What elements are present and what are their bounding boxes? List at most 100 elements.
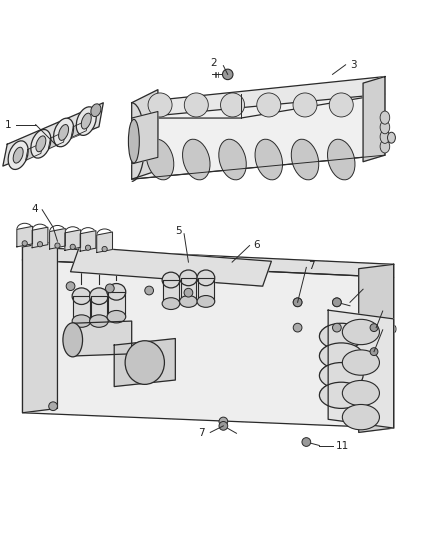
Ellipse shape (197, 270, 215, 286)
Polygon shape (73, 321, 132, 356)
Ellipse shape (162, 272, 180, 288)
Ellipse shape (328, 139, 355, 180)
Polygon shape (48, 131, 66, 149)
Ellipse shape (59, 125, 69, 140)
Text: 8: 8 (365, 284, 372, 293)
Ellipse shape (53, 118, 74, 147)
Ellipse shape (388, 132, 396, 143)
Ellipse shape (180, 270, 197, 286)
Polygon shape (132, 90, 158, 179)
Polygon shape (71, 247, 272, 286)
Circle shape (293, 298, 302, 306)
Ellipse shape (343, 319, 379, 345)
Ellipse shape (36, 136, 46, 152)
Ellipse shape (380, 130, 390, 143)
Polygon shape (25, 142, 43, 160)
Polygon shape (73, 296, 90, 321)
Ellipse shape (291, 139, 319, 180)
Ellipse shape (380, 111, 390, 124)
Polygon shape (65, 230, 81, 251)
Text: 7: 7 (198, 429, 205, 438)
Circle shape (106, 284, 114, 293)
Circle shape (22, 241, 27, 246)
Ellipse shape (81, 113, 91, 129)
Polygon shape (71, 120, 88, 138)
Polygon shape (359, 264, 394, 432)
Ellipse shape (76, 107, 96, 135)
Circle shape (219, 422, 228, 430)
Ellipse shape (183, 139, 210, 180)
Polygon shape (363, 77, 385, 161)
Ellipse shape (125, 341, 164, 384)
Ellipse shape (180, 295, 197, 308)
Circle shape (66, 282, 75, 290)
Ellipse shape (319, 343, 363, 369)
Polygon shape (132, 94, 385, 179)
Polygon shape (328, 310, 394, 428)
Circle shape (370, 324, 378, 332)
Circle shape (332, 323, 341, 332)
Ellipse shape (293, 93, 317, 117)
Circle shape (102, 246, 107, 252)
Circle shape (332, 298, 341, 306)
Ellipse shape (63, 323, 82, 357)
Ellipse shape (343, 381, 379, 406)
Text: 6: 6 (253, 240, 260, 249)
Circle shape (145, 286, 153, 295)
Ellipse shape (319, 382, 363, 408)
Polygon shape (132, 77, 385, 118)
Circle shape (70, 244, 75, 249)
Circle shape (302, 438, 311, 446)
Polygon shape (108, 292, 125, 317)
Circle shape (55, 243, 60, 248)
Circle shape (370, 348, 378, 356)
Ellipse shape (184, 93, 208, 117)
Polygon shape (91, 296, 107, 321)
Ellipse shape (13, 147, 23, 163)
Polygon shape (132, 111, 158, 164)
Text: 1: 1 (5, 119, 12, 130)
Circle shape (49, 402, 57, 410)
Text: 5: 5 (175, 225, 182, 236)
Text: 4: 4 (31, 204, 38, 214)
Ellipse shape (72, 315, 91, 327)
Ellipse shape (380, 120, 390, 134)
Text: 10: 10 (385, 325, 398, 335)
Text: 9: 9 (385, 305, 392, 315)
Ellipse shape (128, 119, 139, 163)
Text: 11: 11 (336, 440, 349, 450)
Circle shape (293, 298, 302, 306)
Ellipse shape (72, 288, 91, 304)
Ellipse shape (91, 104, 101, 117)
Text: 2: 2 (210, 59, 217, 68)
Ellipse shape (343, 350, 379, 375)
Polygon shape (22, 260, 394, 428)
Ellipse shape (219, 139, 246, 180)
Text: 3: 3 (350, 60, 357, 70)
Ellipse shape (197, 295, 215, 308)
Polygon shape (32, 227, 48, 248)
Polygon shape (80, 231, 96, 251)
Ellipse shape (257, 93, 281, 117)
Ellipse shape (8, 141, 28, 169)
Polygon shape (114, 338, 175, 386)
Polygon shape (49, 229, 65, 249)
Ellipse shape (107, 311, 126, 323)
Polygon shape (198, 278, 214, 302)
Circle shape (219, 417, 228, 426)
Ellipse shape (90, 315, 108, 327)
Ellipse shape (146, 139, 174, 180)
Polygon shape (22, 247, 394, 277)
Polygon shape (163, 280, 179, 304)
Ellipse shape (329, 93, 353, 117)
Ellipse shape (90, 288, 108, 304)
Ellipse shape (319, 323, 363, 350)
Ellipse shape (31, 130, 51, 158)
Ellipse shape (148, 93, 172, 117)
Ellipse shape (162, 298, 180, 310)
Circle shape (85, 245, 91, 251)
Polygon shape (97, 232, 113, 253)
Circle shape (223, 69, 233, 79)
Ellipse shape (319, 362, 363, 389)
Polygon shape (180, 278, 196, 302)
